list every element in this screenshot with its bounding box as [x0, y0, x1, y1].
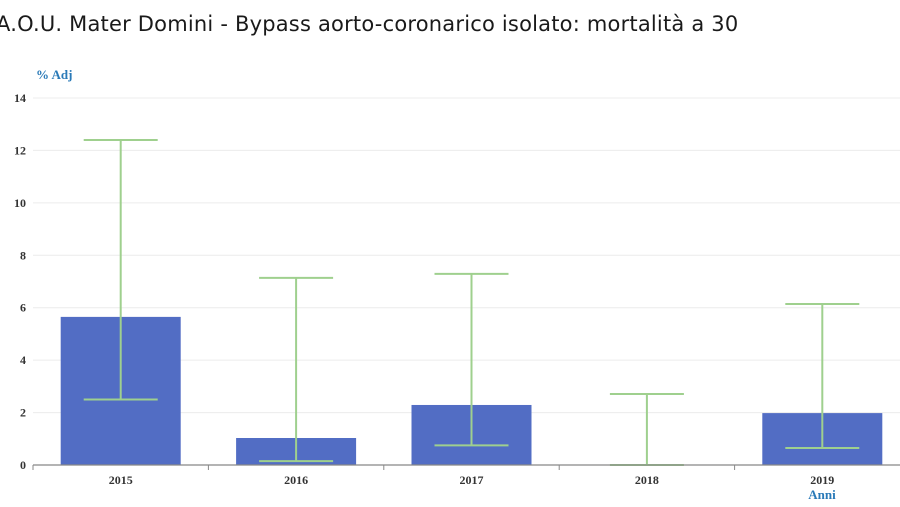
x-axis-label: Anni [808, 487, 836, 502]
x-tick-label: 2015 [109, 473, 133, 487]
chart-title: A.O.U. Mater Domini - Bypass aorto-coron… [0, 12, 739, 36]
x-tick-label: 2017 [460, 473, 484, 487]
y-tick-label: 4 [20, 353, 26, 367]
y-axis-label: % Adj [36, 67, 72, 82]
y-tick-label: 10 [14, 196, 26, 210]
x-tick-label: 2016 [284, 473, 308, 487]
y-tick-label: 2 [20, 406, 26, 420]
y-tick-label: 6 [20, 301, 26, 315]
y-tick-label: 14 [14, 91, 26, 105]
x-tick-label: 2019 [810, 473, 834, 487]
y-tick-label: 0 [20, 458, 26, 472]
y-tick-label: 12 [14, 143, 26, 157]
x-tick-label: 2018 [635, 473, 659, 487]
y-tick-label: 8 [20, 248, 26, 262]
